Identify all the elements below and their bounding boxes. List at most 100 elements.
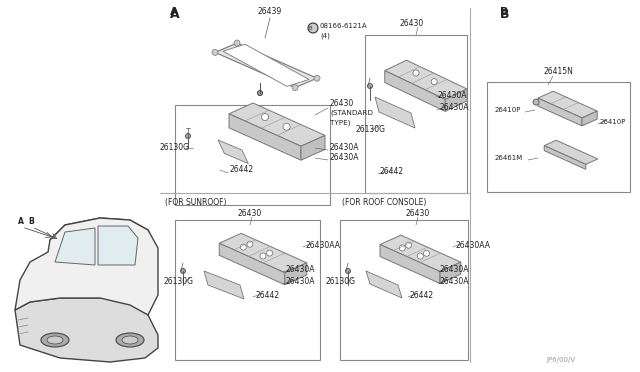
Text: 26130G: 26130G: [325, 278, 355, 286]
Text: 26430A: 26430A: [330, 154, 360, 163]
Circle shape: [367, 83, 372, 89]
Text: 26430: 26430: [238, 208, 262, 218]
Ellipse shape: [41, 333, 69, 347]
Text: A: A: [170, 9, 180, 22]
Polygon shape: [204, 271, 244, 299]
Text: TYPE): TYPE): [330, 120, 351, 126]
Text: 26430: 26430: [330, 99, 355, 108]
Polygon shape: [229, 114, 301, 160]
Polygon shape: [285, 263, 307, 285]
Bar: [365, 35, 467, 193]
Polygon shape: [219, 233, 307, 273]
Text: 26442: 26442: [380, 167, 404, 176]
Polygon shape: [15, 298, 158, 362]
Text: 26410P: 26410P: [495, 107, 522, 113]
Polygon shape: [538, 98, 582, 126]
Circle shape: [406, 242, 412, 248]
Circle shape: [346, 269, 351, 273]
Text: 26461M: 26461M: [495, 155, 524, 161]
Text: (4): (4): [320, 33, 330, 39]
Text: 26410P: 26410P: [600, 119, 627, 125]
Ellipse shape: [47, 336, 63, 344]
Text: JP6/00/V: JP6/00/V: [546, 357, 575, 363]
Polygon shape: [440, 262, 461, 283]
Ellipse shape: [122, 336, 138, 344]
Polygon shape: [50, 218, 155, 270]
Bar: [175, 220, 320, 360]
Polygon shape: [215, 43, 317, 87]
Polygon shape: [582, 111, 597, 126]
Polygon shape: [301, 135, 325, 160]
Polygon shape: [219, 243, 285, 285]
Polygon shape: [55, 228, 95, 265]
Circle shape: [180, 269, 186, 273]
Text: A: A: [170, 7, 179, 17]
Polygon shape: [538, 91, 597, 118]
Circle shape: [292, 84, 298, 91]
Text: (FOR ROOF CONSOLE): (FOR ROOF CONSOLE): [342, 198, 426, 206]
Polygon shape: [385, 71, 445, 111]
Polygon shape: [229, 103, 325, 146]
Polygon shape: [375, 97, 415, 128]
Polygon shape: [380, 235, 461, 272]
Circle shape: [308, 23, 318, 33]
Text: 26430A: 26430A: [438, 90, 467, 99]
Text: 26430A: 26430A: [330, 144, 360, 153]
Bar: [340, 220, 468, 360]
Polygon shape: [380, 244, 440, 283]
Text: B: B: [308, 26, 312, 31]
Text: 26430AA: 26430AA: [455, 241, 490, 250]
Text: (STANDARD: (STANDARD: [330, 110, 373, 116]
Ellipse shape: [116, 333, 144, 347]
Polygon shape: [15, 218, 158, 315]
Circle shape: [262, 113, 269, 121]
Text: 26430A: 26430A: [440, 278, 470, 286]
Polygon shape: [223, 44, 309, 86]
Circle shape: [413, 70, 419, 76]
Text: 26442: 26442: [230, 166, 254, 174]
Circle shape: [212, 49, 218, 55]
Circle shape: [257, 90, 262, 96]
Text: B: B: [500, 9, 509, 22]
Text: 26442: 26442: [255, 291, 279, 299]
Circle shape: [314, 75, 320, 81]
Circle shape: [399, 245, 405, 251]
Text: 26430AA: 26430AA: [305, 241, 340, 250]
Bar: [175, 105, 330, 205]
Circle shape: [267, 250, 273, 256]
Text: 08166-6121A: 08166-6121A: [320, 23, 367, 29]
Circle shape: [431, 78, 437, 85]
Text: 26415N: 26415N: [543, 67, 573, 77]
Polygon shape: [544, 146, 586, 169]
Text: 26130G: 26130G: [355, 125, 385, 135]
Circle shape: [533, 99, 539, 105]
Polygon shape: [445, 89, 467, 111]
Text: 26442: 26442: [410, 291, 434, 299]
Text: 26130G: 26130G: [160, 144, 190, 153]
Text: 26430A: 26430A: [285, 278, 314, 286]
Text: B: B: [500, 7, 508, 17]
Bar: [487, 82, 630, 192]
Text: (FOR SUNROOF): (FOR SUNROOF): [165, 198, 227, 206]
Circle shape: [234, 40, 240, 46]
Text: B: B: [28, 218, 34, 227]
Circle shape: [424, 250, 429, 256]
Text: 26130G: 26130G: [163, 278, 193, 286]
Circle shape: [417, 253, 423, 259]
Text: 26430A: 26430A: [439, 103, 468, 112]
Circle shape: [186, 134, 191, 138]
Text: 26430A: 26430A: [440, 266, 470, 275]
Polygon shape: [366, 271, 402, 298]
Circle shape: [240, 244, 246, 250]
Polygon shape: [385, 60, 467, 99]
Polygon shape: [218, 140, 248, 164]
Circle shape: [247, 241, 253, 247]
Text: 26430: 26430: [400, 19, 424, 28]
Text: 26439: 26439: [258, 7, 282, 16]
Circle shape: [283, 123, 290, 130]
Polygon shape: [98, 226, 138, 265]
Text: 26430A: 26430A: [285, 266, 314, 275]
Circle shape: [260, 253, 266, 259]
Polygon shape: [544, 140, 598, 164]
Text: 26430: 26430: [405, 208, 429, 218]
